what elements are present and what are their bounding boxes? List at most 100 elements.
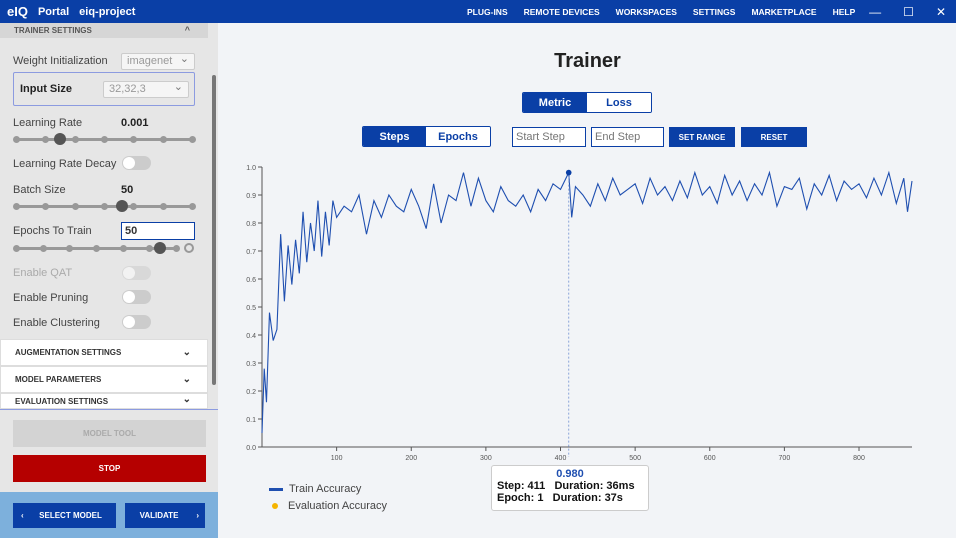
chevron-left-icon: ‹	[21, 511, 24, 520]
window-controls: — ☐ ✕	[869, 0, 946, 23]
sidebar: TRAINER SETTINGS ^ Weight Initialization …	[0, 23, 218, 538]
learning-rate-label: Learning Rate	[13, 117, 83, 129]
slider-tick	[189, 136, 196, 143]
x-tick-label: 700	[779, 455, 791, 462]
y-tick-label: 1.0	[246, 165, 256, 172]
legend-line-icon	[269, 487, 283, 491]
model-parameters-accordion[interactable]: MODEL PARAMETERS ⌄	[0, 366, 208, 393]
nav-remote-devices[interactable]: REMOTE DEVICES	[523, 6, 600, 17]
slider-tick	[119, 245, 127, 252]
weight-init-label: Weight Initialization	[13, 55, 108, 67]
train-accuracy-line	[261, 170, 913, 434]
slider-tick	[173, 245, 180, 252]
learning-rate-slider[interactable]	[13, 133, 196, 145]
x-tick-label: 300	[480, 455, 492, 462]
start-step-input[interactable]	[512, 127, 586, 147]
nav-plugins[interactable]: PLUG-INS	[467, 6, 508, 17]
hover-point	[565, 169, 572, 176]
learning-rate-value: 0.001	[121, 117, 149, 129]
pruning-toggle[interactable]	[122, 290, 151, 304]
sidebar-scrollbar[interactable]	[212, 75, 216, 385]
eiq-logo: eIQ	[7, 4, 28, 19]
slider-tick	[159, 203, 167, 210]
nav-marketplace[interactable]: MARKETPLACE	[751, 6, 817, 17]
chevron-down-icon: ⌄	[182, 394, 191, 405]
weight-init-select[interactable]: imagenet	[121, 52, 195, 70]
x-tick-label: 100	[331, 455, 343, 462]
epochs-slider[interactable]	[13, 242, 180, 254]
nav-settings[interactable]: SETTINGS	[692, 6, 736, 17]
y-tick-label: 0.3	[246, 361, 256, 368]
x-tick-label: 200	[405, 455, 417, 462]
reset-button[interactable]: RESET	[741, 127, 807, 147]
input-size-label: Input Size	[20, 83, 72, 95]
slider-tick	[159, 136, 167, 143]
set-range-button[interactable]: SET RANGE	[669, 127, 735, 147]
minimize-icon[interactable]: —	[869, 4, 882, 19]
tab-steps[interactable]: Steps	[363, 127, 426, 146]
steps-epochs-toggle: Steps Epochs	[362, 126, 491, 147]
input-size-group	[13, 72, 195, 106]
y-tick-label: 0.5	[246, 305, 256, 312]
pruning-label: Enable Pruning	[13, 292, 89, 304]
input-size-select[interactable]: 32,32,3	[103, 80, 189, 98]
slider-handle[interactable]	[115, 200, 128, 212]
main-nav: PLUG-INS REMOTE DEVICES WORKSPACES SETTI…	[467, 0, 855, 23]
legend-dot-icon	[272, 503, 278, 509]
slider-tick	[13, 245, 20, 252]
legend-evaluation-accuracy[interactable]: Evaluation Accuracy	[269, 500, 387, 512]
clustering-label: Enable Clustering	[13, 317, 100, 329]
tab-loss[interactable]: Loss	[587, 93, 651, 112]
slider-tick	[130, 136, 138, 143]
batch-size-slider[interactable]	[13, 200, 196, 212]
augmentation-settings-accordion[interactable]: AUGMENTATION SETTINGS ⌄	[0, 339, 208, 366]
slider-tick	[93, 245, 100, 252]
batch-size-label: Batch Size	[13, 184, 66, 196]
stop-button[interactable]: STOP	[13, 455, 206, 482]
tab-metric[interactable]: Metric	[523, 93, 587, 112]
end-step-input[interactable]	[591, 127, 664, 147]
nav-workspaces[interactable]: WORKSPACES	[615, 6, 677, 17]
lr-decay-label: Learning Rate Decay	[13, 158, 117, 170]
clustering-toggle[interactable]	[122, 315, 151, 329]
slider-tick	[42, 136, 50, 143]
chevron-down-icon: ⌄	[182, 374, 191, 385]
slider-tick	[146, 245, 154, 252]
qat-toggle[interactable]	[122, 266, 151, 280]
trainer-settings-header[interactable]: TRAINER SETTINGS ^	[0, 23, 208, 38]
project-name[interactable]: eiq-project	[79, 5, 136, 18]
slider-tick	[39, 245, 47, 252]
nav-help[interactable]: HELP	[832, 6, 856, 17]
chevron-right-icon: ›	[196, 511, 199, 520]
y-tick-label: 0.8	[246, 221, 256, 228]
maximize-icon[interactable]: ☐	[903, 4, 914, 19]
y-tick-label: 0.4	[246, 333, 256, 340]
chevron-up-icon: ^	[184, 25, 190, 35]
tooltip-value: 0.980	[556, 468, 584, 480]
close-icon[interactable]: ✕	[935, 4, 946, 19]
page-title: Trainer	[554, 50, 621, 72]
batch-size-value: 50	[121, 184, 134, 196]
epochs-label: Epochs To Train	[13, 225, 92, 237]
slider-handle[interactable]	[154, 242, 166, 254]
slider-end-marker	[184, 243, 194, 253]
y-tick-label: 0.6	[246, 277, 256, 284]
select-model-button[interactable]: ‹ SELECT MODEL	[13, 503, 116, 528]
evaluation-settings-accordion[interactable]: EVALUATION SETTINGS ⌄	[0, 393, 208, 409]
y-tick-label: 0.7	[246, 249, 256, 256]
slider-tick	[130, 203, 138, 210]
tooltip-step-duration: Duration: 36ms	[554, 480, 635, 492]
validate-button[interactable]: VALIDATE ›	[125, 503, 205, 528]
model-tool-button[interactable]: MODEL TOOL	[13, 420, 206, 447]
y-tick-label: 0.9	[246, 193, 256, 200]
y-tick-label: 0.1	[246, 417, 256, 424]
y-tick-label: 0.2	[246, 389, 256, 396]
slider-tick	[13, 136, 20, 143]
lr-decay-toggle[interactable]	[122, 156, 151, 170]
slider-handle[interactable]	[54, 133, 66, 145]
legend-train-accuracy[interactable]: Train Accuracy	[269, 483, 361, 495]
top-bar: eIQ Portal eiq-project PLUG-INS REMOTE D…	[0, 0, 956, 23]
tab-epochs[interactable]: Epochs	[426, 127, 490, 146]
slider-tick	[42, 203, 50, 210]
epochs-input[interactable]: 50	[121, 222, 195, 240]
